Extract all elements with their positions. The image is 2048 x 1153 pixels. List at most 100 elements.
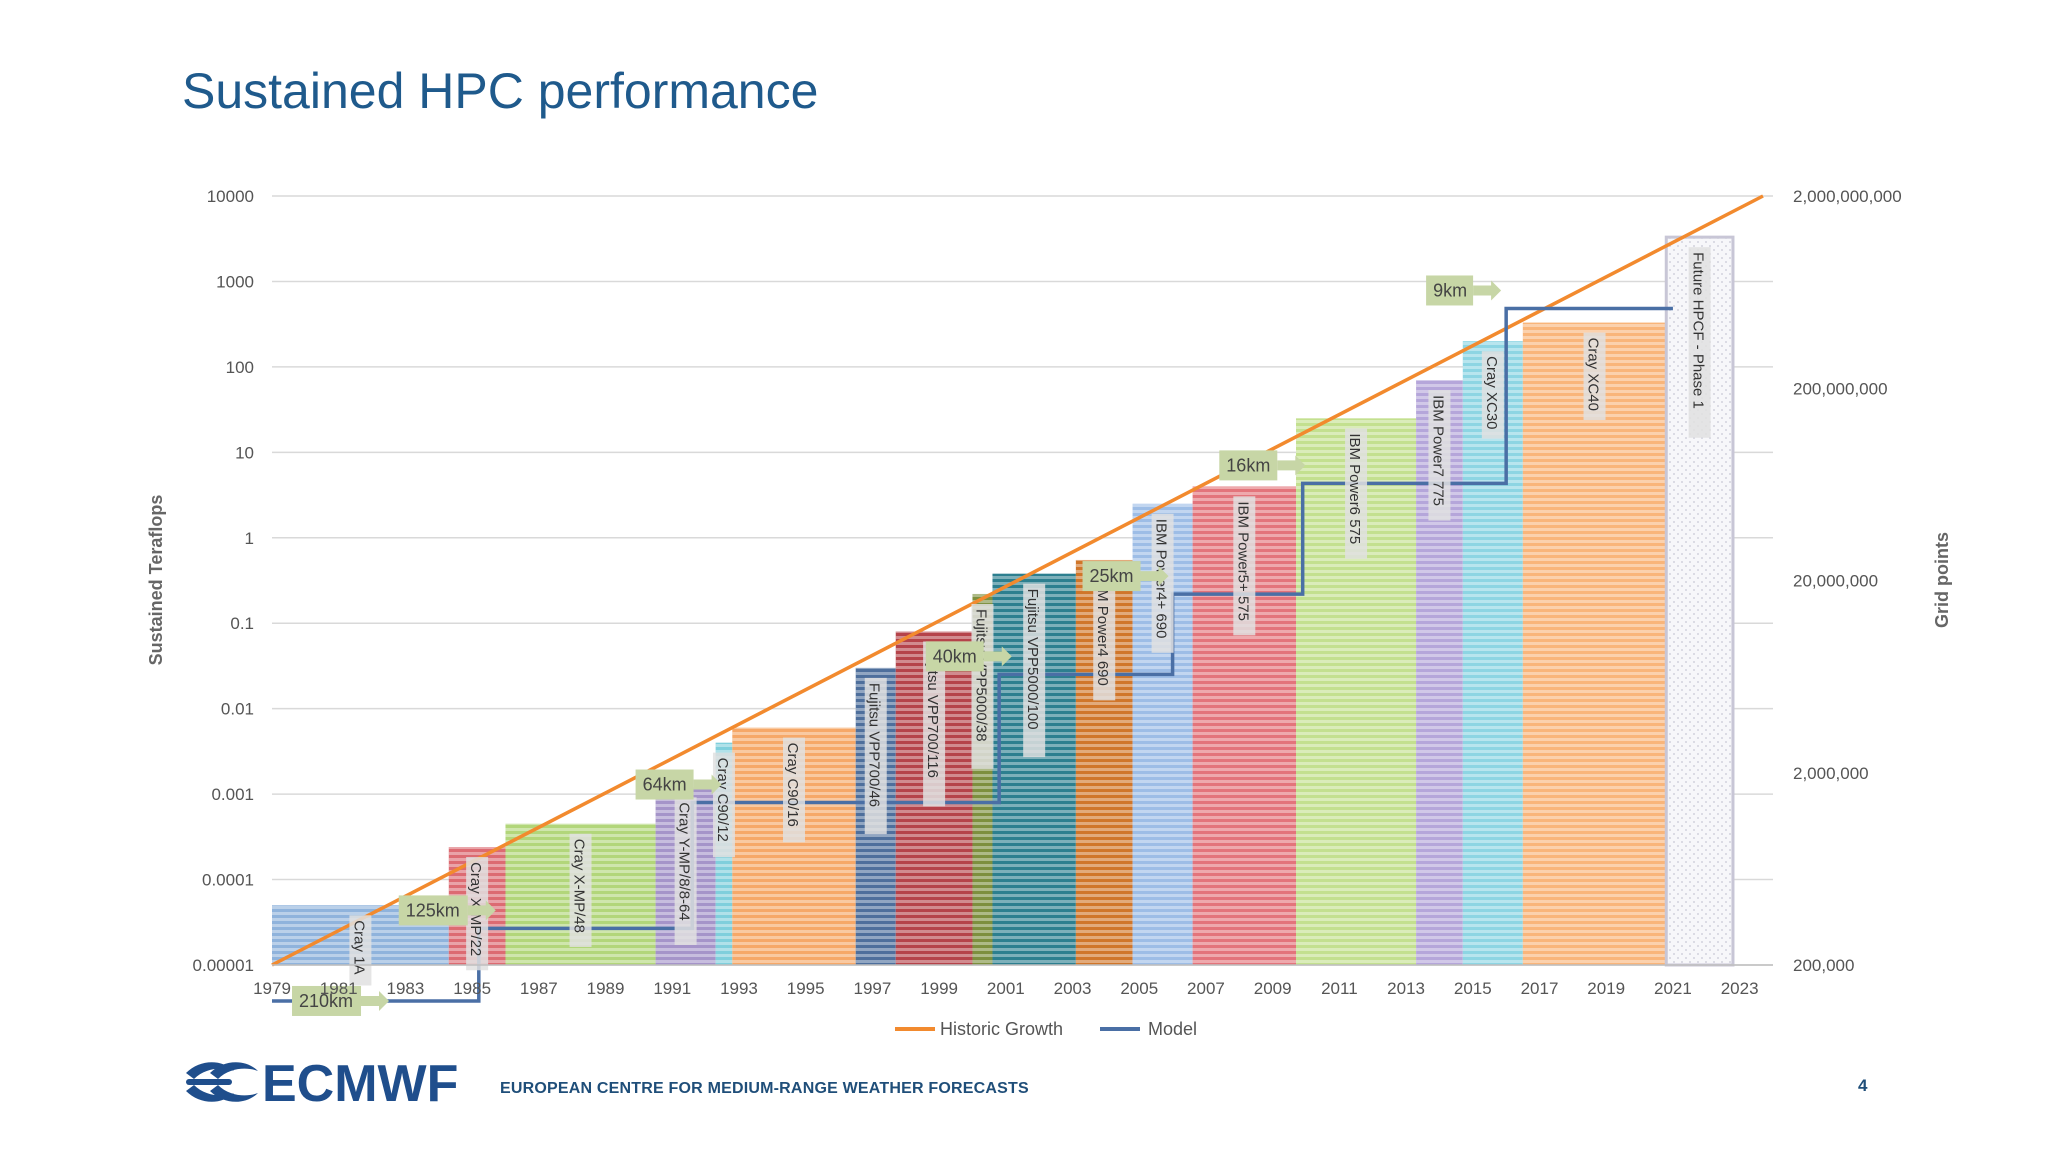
y-axis-title: Sustained Teraflops [146, 495, 166, 666]
bar-label-group: Fujitsu VPP700/116 [923, 641, 946, 807]
arrow-right-icon [1140, 566, 1169, 587]
bar-label-bg [674, 797, 697, 945]
y-tick-label: 0.01 [221, 700, 254, 719]
bars [272, 235, 1735, 967]
bar-label-bg [1428, 390, 1451, 521]
bar-label: Fujitsu VPP5000/38 [972, 609, 989, 742]
historic-growth-line [271, 194, 1764, 967]
bar-label: Cray XC40 [1585, 338, 1602, 411]
bar-label: IBM Power5+ 575 [1234, 501, 1251, 621]
x-tick-label: 2011 [1321, 979, 1358, 998]
bar-label-bg [1583, 332, 1606, 420]
y-tick-label: 0.001 [211, 785, 254, 804]
x-tick-label: 1993 [720, 979, 758, 998]
annotation-callout: 125km [398, 895, 496, 926]
bar-label-group: Cray Y-MP/8/8-64 [674, 797, 697, 945]
y2-tick-label: 200,000 [1793, 956, 1854, 975]
annotation-bg [292, 985, 362, 1016]
bar-label-bg [1151, 513, 1174, 653]
annotation-label: 64km [643, 775, 687, 795]
bar-label: Cray Y-MP/8/8-64 [676, 802, 693, 920]
y-tick-label: 0.00001 [193, 956, 254, 975]
bar-label: Cray X-MP/48 [571, 839, 588, 933]
bar-label-group: IBM Power4+ 690 [1151, 513, 1174, 653]
legend-label: Model [1148, 1019, 1197, 1039]
annotation-callout: 9km [1426, 275, 1502, 306]
x-tick-label: 1979 [253, 979, 291, 998]
series-lines [271, 194, 1764, 1003]
annotation-callout: 210km [292, 985, 390, 1016]
bar-label: Fujitsu VPP700/46 [866, 683, 883, 807]
ecmwf-logo: ECMWF [180, 1055, 490, 1120]
y-tick-label: 10 [235, 443, 254, 462]
arrow-right-icon [361, 990, 390, 1011]
bar-stripes [1462, 341, 1523, 965]
bar-label-bg [1093, 569, 1116, 701]
bar-label: IBM Power7 775 [1429, 395, 1446, 506]
y2-tick-label: 2,000,000,000 [1793, 187, 1902, 206]
x-tick-label: 1997 [853, 979, 891, 998]
y2-tick-label: 20,000,000 [1793, 572, 1878, 591]
annotation-bg [925, 641, 984, 672]
bar-label-group: Cray C90/16 [783, 737, 806, 843]
bar-label-bg [783, 737, 806, 843]
bar-label-group: Fujitsu VPP5000/38 [971, 603, 994, 769]
bar-label-bg [569, 833, 592, 947]
bar-label-bg [1688, 247, 1711, 438]
bar-label-group: Cray 1A [349, 915, 372, 986]
y2-axis-title: Grid points [1932, 532, 1952, 628]
bar-label-group: IBM Power5+ 575 [1233, 496, 1256, 636]
bar-label-bg [1023, 583, 1046, 758]
y-tick-label: 10000 [207, 187, 254, 206]
annotation-label: 125km [406, 900, 460, 920]
bar-label: Cray XC30 [1483, 356, 1500, 429]
bar-label-group: Cray C90/12 [712, 752, 735, 858]
y2-tick-label: 2,000,000 [1793, 764, 1869, 783]
bar-label: Cray C90/16 [784, 743, 801, 827]
page-number: 4 [1858, 1076, 1868, 1095]
bar-label-bg [923, 641, 946, 807]
bar-label-group: Cray XC40 [1583, 332, 1606, 420]
x-tick-label: 2005 [1120, 979, 1158, 998]
bar-label-group: Future HPCF - Phase 1 [1688, 247, 1711, 438]
bar-label: Fujitsu VPP5000/100 [1024, 589, 1041, 730]
annotation-label: 16km [1226, 455, 1270, 475]
bar-label-group: IBM Power4 690 [1093, 569, 1116, 701]
annotation-label: 210km [299, 991, 353, 1011]
organization-name: EUROPEAN CENTRE FOR MEDIUM-RANGE WEATHER… [500, 1080, 1029, 1097]
annotation-label: 40km [933, 646, 977, 666]
arrow-right-icon [467, 900, 496, 921]
bar-label-group: Cray X-MP/48 [569, 833, 592, 947]
y-tick-label: 0.1 [230, 614, 254, 633]
x-tick-label: 2015 [1454, 979, 1492, 998]
bar-label-group: Cray XC30 [1481, 351, 1504, 439]
legend: Historic Growth Model [895, 1019, 1197, 1039]
annotation-callout: 16km [1219, 450, 1306, 481]
annotation-bg [1426, 275, 1474, 306]
x-tick-label: 1981 [320, 979, 358, 998]
x-tick-label: 2009 [1254, 979, 1292, 998]
x-tick-label: 1987 [520, 979, 558, 998]
bar-label: IBM Power6 575 [1346, 433, 1363, 544]
y-tick-label: 100 [226, 358, 254, 377]
bar-label-bg [349, 915, 372, 986]
bar-label-bg [864, 677, 887, 835]
annotation-label: 25km [1090, 566, 1134, 586]
x-tick-label: 2023 [1721, 979, 1759, 998]
bar-label-group: Fujitsu VPP5000/100 [1023, 583, 1046, 758]
x-tick-label: 2007 [1187, 979, 1225, 998]
annotations: 210km 125km 64km 40km 25km 16km 9km [292, 275, 1502, 1016]
x-tick-label: 2019 [1587, 979, 1625, 998]
annotation-callout: 25km [1082, 561, 1169, 592]
x-tick-label: 1989 [587, 979, 625, 998]
x-tick-label: 2021 [1654, 979, 1692, 998]
bar-label: IBM Power4 690 [1094, 575, 1111, 686]
annotation-callout: 40km [925, 641, 1012, 672]
annotation-callout: 64km [635, 769, 722, 800]
bar-label-group: IBM Power7 775 [1428, 390, 1451, 521]
annotation-bg [398, 895, 468, 926]
bar-label-group: Fujitsu VPP700/46 [864, 677, 887, 835]
x-tick-label: 1991 [653, 979, 691, 998]
bar-label-bg [712, 752, 735, 858]
model-step-line [272, 306, 1673, 1003]
